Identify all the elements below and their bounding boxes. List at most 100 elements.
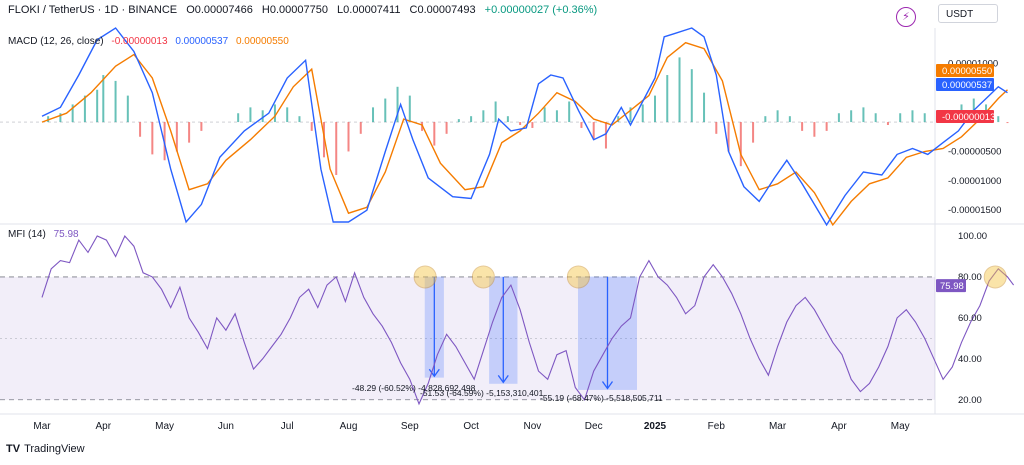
macd-histogram-bar — [997, 116, 1000, 123]
macd-histogram-bar — [102, 75, 105, 123]
macd-histogram-bar — [703, 92, 706, 123]
macd-histogram-bar — [678, 57, 681, 123]
mfi-axis-tick-label: 40.00 — [958, 354, 982, 365]
macd-axis-tick-label: -0.00001000 — [948, 176, 1001, 187]
macd-histogram-bar — [83, 95, 86, 123]
macd-histogram-bar — [261, 110, 264, 123]
mfi-value-badge — [936, 279, 966, 293]
macd-value-badge-label: -0.00000013 — [942, 112, 995, 123]
macd-histogram-bar — [543, 107, 546, 123]
macd-histogram-bar — [71, 104, 74, 123]
macd-histogram-bar — [715, 122, 718, 134]
macd-histogram-bar — [482, 110, 485, 123]
macd-histogram-bar — [384, 98, 387, 123]
macd-histogram-bar — [837, 113, 840, 123]
mfi-value: 75.98 — [53, 229, 79, 240]
time-axis-label: Aug — [340, 421, 358, 432]
macd-hist-value: -0.00000013 — [111, 36, 168, 47]
drawdown-arrowhead — [497, 375, 509, 384]
change-value: +0.00000027 (+0.36%) — [484, 4, 598, 16]
mfi-value-badge-label: 75.98 — [940, 281, 964, 292]
time-axis-label: Jul — [281, 421, 294, 432]
macd-value-badge-label: 0.00000537 — [942, 80, 992, 91]
macd-histogram-bar — [175, 122, 178, 152]
time-axis-label: Apr — [831, 421, 847, 432]
macd-label: MACD (12, 26, close) — [8, 36, 104, 47]
macd-axis-tick-label: -0.00001500 — [948, 205, 1001, 216]
macd-value-badge — [936, 78, 994, 91]
macd-histogram-bar — [788, 116, 791, 123]
lightning-icon[interactable]: ⚡ — [896, 7, 916, 27]
time-axis-label: Feb — [708, 421, 726, 432]
drawdown-arrowhead — [428, 368, 440, 378]
highlight-circle — [471, 265, 495, 289]
time-axis-label: Nov — [524, 421, 542, 432]
macd-histogram-bar — [568, 101, 571, 123]
close-value: C0.00007493 — [409, 4, 476, 16]
time-axis-label: Oct — [463, 421, 479, 432]
macd-histogram-bar — [396, 86, 399, 123]
macd-histogram-bar — [617, 116, 620, 123]
macd-histogram-bar — [445, 122, 448, 134]
drawdown-label: -55.19 (-68.47%) -5,518,505,711 — [540, 393, 663, 403]
macd-histogram-bar — [629, 107, 632, 123]
mfi-axis-tick-label: 80.00 — [958, 272, 982, 283]
mfi-legend[interactable]: MFI (14) 75.98 — [8, 229, 84, 240]
macd-line-value: 0.00000537 — [175, 36, 229, 47]
time-axis-label: Jun — [218, 421, 234, 432]
macd-histogram-bar — [494, 101, 497, 123]
macd-histogram-bar — [249, 107, 252, 123]
mfi-axis-tick-label: 100.00 — [958, 231, 987, 242]
time-axis-label: May — [155, 421, 174, 432]
macd-histogram-bar — [825, 122, 828, 131]
macd-histogram-bar — [531, 122, 534, 128]
macd-histogram-bar — [519, 122, 522, 125]
macd-histogram-bar — [850, 110, 853, 123]
macd-histogram-bar — [310, 122, 313, 131]
macd-histogram-bar — [126, 95, 129, 123]
macd-legend[interactable]: MACD (12, 26, close) -0.00000013 0.00000… — [8, 36, 294, 47]
tradingview-name: TradingView — [24, 443, 85, 455]
macd-histogram-bar — [874, 113, 877, 123]
mfi-axis-tick-label: 60.00 — [958, 313, 982, 324]
highlight-circle — [983, 265, 1007, 289]
macd-histogram-bar — [457, 119, 460, 123]
mfi-line — [41, 235, 1015, 406]
macd-histogram-bar — [899, 113, 902, 123]
macd-histogram-bar — [739, 122, 742, 167]
drawdown-arrowhead — [601, 381, 614, 390]
time-axis-label: Sep — [401, 421, 419, 432]
macd-histogram-bar — [801, 122, 804, 131]
macd-histogram-bar — [188, 122, 191, 143]
macd-histogram-bar — [506, 116, 509, 123]
drawdown-label: -48.29 (-60.52%) -4,828,692,498 — [352, 383, 476, 393]
macd-value-badge — [936, 64, 994, 77]
macd-histogram-bar — [408, 95, 411, 123]
macd-histogram-bar — [592, 122, 595, 140]
macd-histogram-bar — [886, 122, 889, 125]
macd-signal-line — [41, 41, 1008, 227]
symbol-header: FLOKI / TetherUS · 1D · BINANCE O0.00007… — [8, 4, 603, 16]
drawdown-label: -51.53 (-64.59%) -5,153,310,401 — [420, 388, 544, 398]
macd-histogram-bar — [911, 110, 914, 123]
macd-histogram-bar — [139, 122, 142, 137]
currency-button[interactable]: USDT — [938, 4, 998, 23]
macd-value-badge-label: 0.00000550 — [942, 66, 992, 77]
time-axis-label: Mar — [33, 421, 51, 432]
macd-histogram-bar — [764, 116, 767, 123]
time-axis-label: Apr — [96, 421, 112, 432]
tradingview-logo[interactable]: TV TradingView — [6, 443, 85, 455]
macd-histogram-bar — [273, 104, 276, 123]
macd-line — [41, 27, 1008, 227]
time-axis-label: Mar — [769, 421, 787, 432]
macd-histogram-bar — [862, 107, 865, 123]
macd-histogram-bar — [555, 110, 558, 123]
time-axis-label: 2025 — [644, 421, 667, 432]
macd-histogram-bar — [298, 116, 301, 123]
symbol-name[interactable]: FLOKI / TetherUS · 1D · BINANCE — [8, 4, 178, 16]
macd-histogram-bar — [813, 122, 816, 137]
macd-histogram-bar — [727, 122, 730, 152]
mfi-label: MFI (14) — [8, 229, 46, 240]
macd-histogram-bar — [335, 122, 338, 175]
